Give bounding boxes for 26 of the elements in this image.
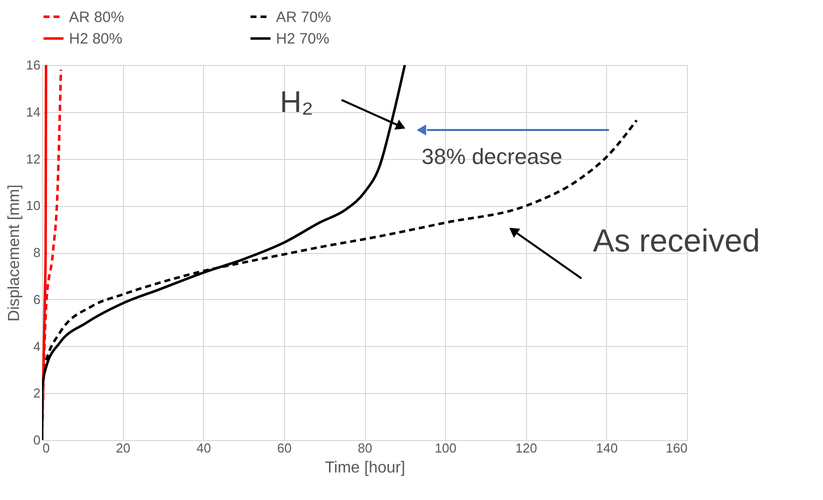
y-tick-label: 4 xyxy=(33,338,40,354)
x-tick-label: 0 xyxy=(42,440,50,456)
x-tick-label: 160 xyxy=(666,440,688,456)
x-tick-label: 100 xyxy=(434,440,456,456)
x-tick-label: 140 xyxy=(596,440,618,456)
y-tick-label: 10 xyxy=(26,198,40,214)
x-tick-label: 120 xyxy=(515,440,538,456)
y-tick-label: 8 xyxy=(33,245,40,260)
y-tick-label: 12 xyxy=(26,151,40,166)
y-tick-label: 6 xyxy=(33,292,40,307)
annotation: As received xyxy=(592,222,760,258)
legend-label: H2 70% xyxy=(276,30,330,48)
x-axis-title: Time [hour] xyxy=(324,460,406,476)
legend-label: AR 70% xyxy=(276,8,332,26)
y-axis-title: Displacement [mm] xyxy=(6,184,24,322)
x-tick-label: 80 xyxy=(358,440,372,456)
annotation: H₂ xyxy=(280,86,314,119)
legend-label: AR 80% xyxy=(69,8,124,26)
y-tick-label: 2 xyxy=(33,386,40,401)
x-tick-label: 20 xyxy=(116,440,130,456)
annotation: 38% decrease xyxy=(422,144,562,169)
x-tick-label: 60 xyxy=(277,440,292,456)
y-tick-label: 16 xyxy=(26,58,40,72)
y-tick-label: 14 xyxy=(26,104,40,120)
x-tick-label: 40 xyxy=(196,440,211,456)
legend-label: H2 80% xyxy=(69,30,122,48)
